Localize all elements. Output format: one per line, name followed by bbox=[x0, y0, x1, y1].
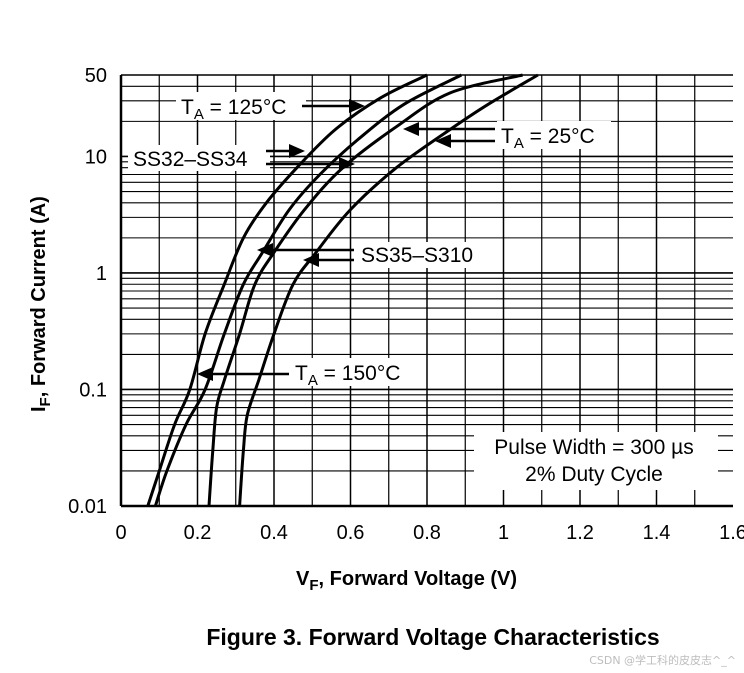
curve-1 bbox=[146, 73, 428, 507]
y-tick-label: 0.1 bbox=[79, 379, 107, 401]
x-tick-label: 1.2 bbox=[566, 522, 594, 544]
x-tick-label: 0 bbox=[115, 522, 126, 544]
x-tick-label: 0.6 bbox=[337, 522, 365, 544]
arrow-ss32-b-head bbox=[339, 157, 355, 171]
x-tick-label: 1.6 bbox=[719, 522, 744, 544]
annotation-arrows bbox=[197, 99, 495, 381]
curve-4 bbox=[238, 73, 539, 507]
svg-text:SS32–SS34: SS32–SS34 bbox=[133, 148, 248, 171]
annotation-ta-150: TA = 150°C bbox=[290, 358, 420, 389]
arrow-ta25-a-head bbox=[403, 122, 419, 136]
series-group bbox=[146, 73, 539, 507]
watermark: CSDN @学工科的皮皮志^_^ bbox=[589, 654, 736, 667]
x-axis-title: VF, Forward Voltage (V) bbox=[296, 568, 517, 594]
x-tick-label: 0.8 bbox=[413, 522, 441, 544]
y-tick-label: 1 bbox=[96, 263, 107, 285]
x-tick-label: 0.2 bbox=[184, 522, 212, 544]
y-tick-labels: 0.01 0.1 1 10 50 bbox=[68, 65, 107, 518]
x-tick-label: 1.4 bbox=[643, 522, 671, 544]
x-tick-label: 0.4 bbox=[260, 522, 288, 544]
y-tick-label: 0.01 bbox=[68, 496, 107, 518]
arrow-ss35-a-head bbox=[257, 243, 273, 257]
arrow-ss35-b-head bbox=[303, 253, 319, 267]
y-axis-title: IF, Forward Current (A) bbox=[28, 196, 54, 412]
arrow-ta150-head bbox=[197, 367, 213, 381]
curve-2 bbox=[153, 73, 463, 507]
arrow-ta125-head bbox=[349, 99, 365, 113]
annotation-ss35-s310: SS35–S310 bbox=[356, 242, 494, 268]
annotation-ta-125: TA = 125°C bbox=[176, 92, 306, 123]
svg-text:TA = 125°C: TA = 125°C bbox=[181, 96, 286, 123]
svg-text:SS35–S310: SS35–S310 bbox=[361, 244, 473, 267]
svg-text:TA = 150°C: TA = 150°C bbox=[295, 362, 400, 389]
x-tick-labels: 0 0.2 0.4 0.6 0.8 1 1.2 1.4 1.6 bbox=[115, 522, 744, 544]
x-tick-label: 1 bbox=[498, 522, 509, 544]
pulse-note-line-2: 2% Duty Cycle bbox=[525, 463, 663, 486]
pulse-note: Pulse Width = 300 µs 2% Duty Cycle bbox=[474, 432, 718, 490]
figure-title: Figure 3. Forward Voltage Characteristic… bbox=[206, 624, 660, 650]
arrow-ta25-b-head bbox=[435, 134, 451, 148]
curve-3 bbox=[207, 73, 523, 507]
svg-text:TA = 25°C: TA = 25°C bbox=[501, 125, 595, 152]
pulse-note-line-1: Pulse Width = 300 µs bbox=[494, 436, 693, 459]
annotation-ss32-ss34: SS32–SS34 bbox=[128, 145, 270, 171]
y-tick-label: 10 bbox=[85, 146, 107, 168]
y-tick-label: 50 bbox=[85, 65, 107, 87]
annotation-ta-25: TA = 25°C bbox=[497, 121, 611, 152]
arrow-ss32-a-head bbox=[289, 144, 305, 158]
